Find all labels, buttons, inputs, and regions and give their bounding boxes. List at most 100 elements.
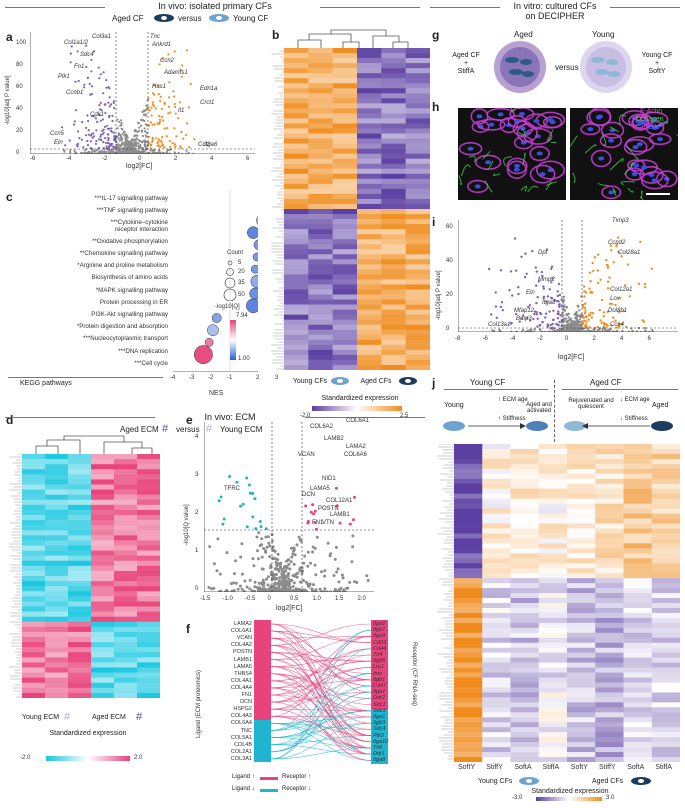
heatmap-cell (652, 737, 680, 742)
data-point (597, 269, 599, 271)
heatmap-cell (284, 355, 309, 360)
heatmap-cell (511, 668, 540, 673)
heatmap-cell (567, 583, 596, 588)
heatmap-cell (567, 732, 596, 737)
heatmap-cell (333, 305, 358, 310)
data-point (259, 520, 262, 523)
heatmap-cell (406, 274, 430, 279)
nucleus (641, 165, 647, 169)
heatmap-cell (357, 58, 382, 63)
heatmap-cell (22, 474, 45, 479)
heatmap-cell (567, 504, 596, 509)
heatmap-cell (539, 643, 568, 648)
data-point (557, 290, 559, 292)
heatmap-cell (284, 330, 309, 335)
heatmap-cell (91, 642, 114, 647)
heatmap-cell (284, 58, 309, 63)
heatmap-cell (22, 469, 45, 474)
heatmap-cell (308, 88, 333, 93)
data-point (276, 558, 279, 561)
heatmap-d (22, 454, 160, 698)
data-point (143, 140, 145, 142)
data-point (110, 103, 112, 105)
heatmap-cell (45, 571, 68, 576)
data-point (216, 537, 219, 540)
heatmap-cell (539, 543, 568, 548)
data-point (558, 283, 560, 285)
data-point (520, 256, 522, 258)
data-point (296, 576, 299, 579)
data-point (604, 327, 606, 329)
heatmap-cell (624, 628, 653, 633)
data-point (120, 122, 122, 124)
heatmap-cell (595, 578, 624, 583)
data-point (535, 302, 537, 304)
data-point (510, 270, 512, 272)
data-point (277, 586, 280, 589)
heatmap-cell (333, 174, 358, 179)
data-point (156, 122, 158, 124)
heatmap-cell (652, 533, 680, 538)
data-point (188, 152, 190, 154)
data-point (81, 121, 83, 123)
gene-label: Has1 (152, 84, 166, 90)
heatmap-cell (454, 514, 483, 519)
heatmap-cell (482, 712, 511, 717)
data-point (175, 135, 177, 137)
volcano-a-xlabel: log2[FC] (126, 163, 152, 170)
data-point (173, 127, 175, 129)
heatmap-cell (381, 244, 406, 249)
heatmap-cell (567, 712, 596, 717)
heatmap-cell (357, 330, 382, 335)
data-point (235, 582, 238, 585)
heatmap-cell (381, 310, 406, 315)
heatmap-cell (595, 583, 624, 588)
data-point (90, 70, 92, 72)
heatmap-cell (333, 194, 358, 199)
data-point (89, 83, 91, 85)
heatmap-cell (91, 647, 114, 652)
heatmap-cell (511, 683, 540, 688)
data-point (158, 144, 160, 146)
heatmap-cell (624, 573, 653, 578)
data-point (143, 114, 145, 116)
heatmap-cell (511, 583, 540, 588)
y-tick: 0 (195, 586, 198, 592)
heatmap-cell (482, 578, 511, 583)
ligand-label: COL3A1 (196, 756, 252, 762)
heatmap-cell (68, 693, 91, 698)
heatmap-cell (511, 553, 540, 558)
data-point (639, 241, 641, 243)
heatmap-cell (68, 652, 91, 657)
heatmap-cell (381, 229, 406, 234)
heatmap-cell (68, 668, 91, 673)
heatmap-cell (539, 678, 568, 683)
heatmap-cell (511, 673, 540, 678)
heatmap-cell (406, 345, 430, 350)
heatmap-cell (68, 530, 91, 535)
ligand-label: FN1 (196, 692, 252, 698)
heatmap-cell (652, 494, 680, 499)
data-point (166, 151, 168, 153)
j-young-cf: Young CF (470, 378, 505, 387)
x-tick: -2 (102, 156, 107, 162)
data-point (175, 113, 177, 115)
heatmap-cell (308, 48, 333, 53)
heatmap-cell (308, 68, 333, 73)
heatmap-cell (406, 234, 430, 239)
data-point (490, 313, 492, 315)
heatmap-cell (114, 668, 137, 673)
data-point (597, 282, 599, 284)
heatmap-cell (652, 509, 680, 514)
heatmap-cell (454, 717, 483, 722)
heatmap-cell (539, 757, 568, 762)
heatmap-cell (333, 279, 358, 284)
heatmap-cell (308, 355, 333, 360)
heatmap-cell (308, 169, 333, 174)
heatmap-cell (357, 164, 382, 169)
heatmap-cell (482, 697, 511, 702)
data-point (174, 106, 176, 108)
data-point (240, 542, 243, 545)
data-point (161, 108, 163, 110)
pathway-label: ***TNF signalling pathway (12, 207, 168, 214)
